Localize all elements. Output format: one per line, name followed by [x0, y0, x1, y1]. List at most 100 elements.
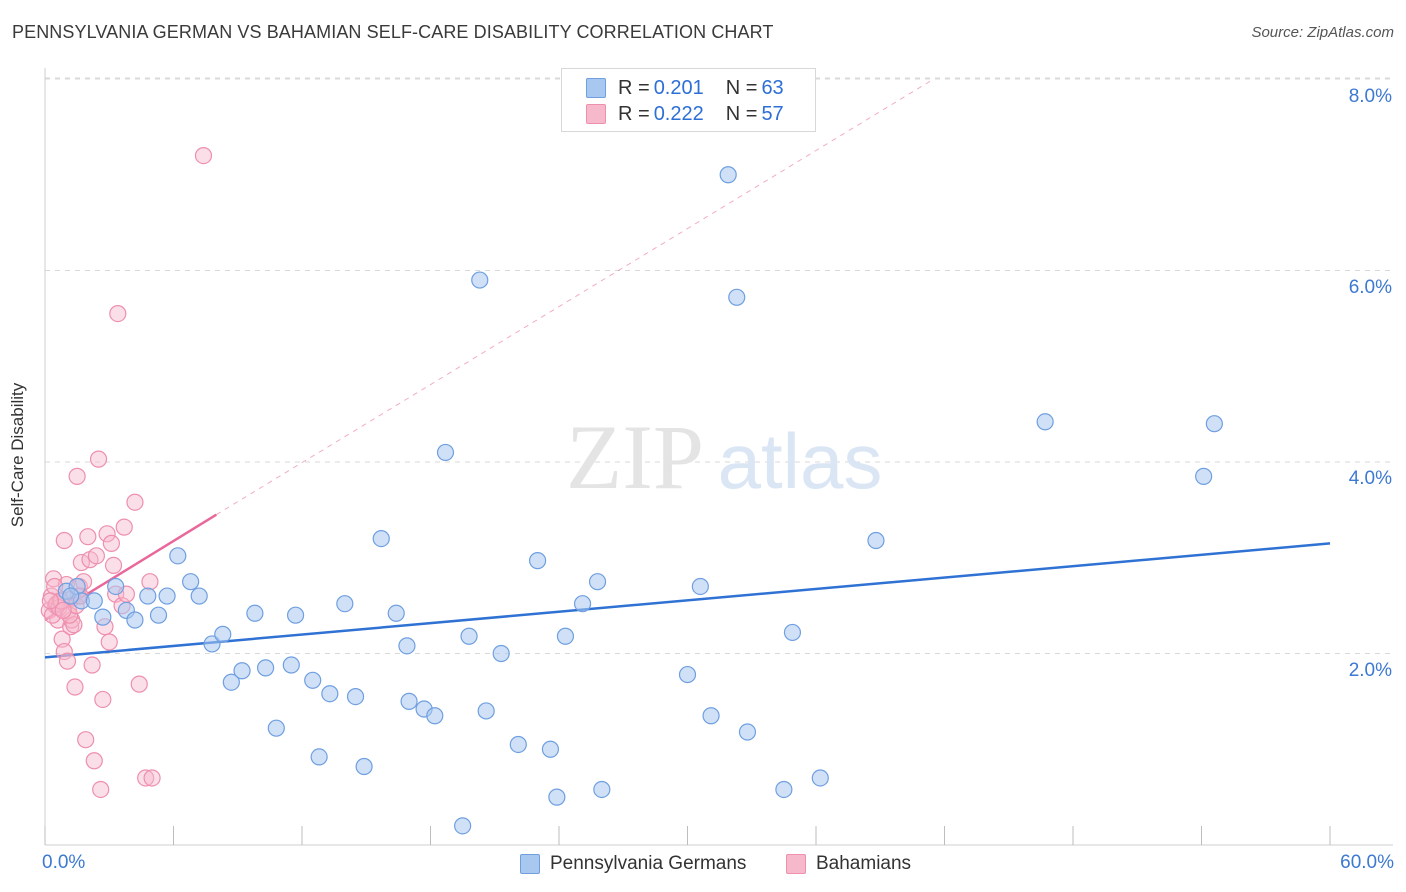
legend-row-bahamians: R = 0.222 N = 57	[586, 102, 784, 126]
pennsylvania-german-point-16	[222, 673, 240, 691]
pennsylvania-german-point-29	[372, 529, 390, 548]
chart-title: PENNSYLVANIA GERMAN VS BAHAMIAN SELF-CAR…	[12, 22, 774, 42]
pennsylvania-german-point-58	[867, 531, 885, 550]
pennsylvania-german-point-49	[678, 665, 697, 684]
pennsylvania-german-point-62	[62, 587, 80, 605]
pennsylvania-german-points	[57, 166, 1223, 835]
pennsylvania-german-trend-line	[44, 542, 1331, 659]
bahamian-point-56	[54, 601, 72, 620]
grid-lines	[45, 77, 1393, 654]
pennsylvania-german-point-36	[454, 817, 472, 835]
pennsylvania-german-point-45	[556, 627, 575, 645]
bahamian-point-54	[41, 592, 59, 610]
pennsylvania-german-point-60	[1195, 467, 1213, 485]
trend-lines	[44, 78, 1331, 659]
pennsylvania-german-point-31	[398, 637, 416, 655]
bottom-legend-pennsylvania-germans: Pennsylvania Germans	[520, 851, 746, 877]
pennsylvania-german-point-52	[719, 166, 737, 184]
bahamian-point-47	[58, 652, 77, 670]
bottom-legend-label: Bahamians	[816, 853, 912, 874]
bahamian-point-37	[130, 675, 148, 693]
pennsylvania-german-point-53	[728, 288, 746, 306]
pennsylvania-german-point-10	[158, 587, 176, 605]
bahamian-point-18	[79, 528, 97, 546]
pennsylvania-german-point-26	[336, 595, 354, 613]
pennsylvania-german-point-35	[436, 443, 455, 462]
pennsylvania-german-point-55	[775, 780, 793, 799]
correlation-legend: R = 0.201 N = 63 R = 0.222 N = 57	[561, 68, 816, 132]
pennsylvania-german-point-50	[691, 577, 709, 596]
pennsylvania-german-point-42	[528, 552, 547, 570]
bottom-legend-bahamians: Bahamians	[786, 851, 911, 877]
legend-n-value: 63	[761, 76, 784, 99]
pennsylvania-german-point-44	[548, 788, 566, 806]
pennsylvania-german-point-30	[387, 604, 405, 622]
bahamian-point-27	[98, 525, 116, 543]
pennsylvania-german-point-34	[426, 707, 444, 725]
pennsylvania-german-point-48	[593, 780, 611, 799]
pennsylvania-german-point-17	[233, 662, 251, 680]
bahamian-point-21	[85, 752, 103, 770]
bahamian-point-6	[53, 630, 71, 648]
pennsylvania-german-point-61	[1205, 415, 1223, 433]
bahamian-point-40	[143, 769, 161, 787]
pennsylvania-german-point-27	[346, 687, 365, 706]
pennsylvania-german-point-37	[460, 627, 478, 645]
bahamian-point-22	[87, 547, 106, 565]
legend-r-label: R =	[618, 102, 650, 125]
bahamian-point-13	[68, 467, 86, 485]
pennsylvania-german-point-18	[246, 604, 264, 622]
pennsylvania-german-point-23	[304, 671, 322, 689]
bottom-legend-swatch-blue	[520, 854, 540, 874]
pennsylvania-german-point-41	[509, 735, 527, 754]
pennsylvania-german-point-13	[190, 587, 208, 605]
pennsylvania-german-point-59	[1036, 413, 1054, 431]
pennsylvania-german-point-40	[492, 644, 510, 663]
y-tick-6: 6.0%	[1348, 277, 1392, 298]
pennsylvania-german-point-14	[203, 635, 221, 653]
pennsylvania-german-point-7	[126, 611, 144, 629]
watermark: ZIP atlas	[566, 406, 882, 508]
pennsylvania-german-point-38	[471, 271, 489, 289]
axes	[44, 68, 1393, 846]
legend-n-label: N =	[725, 76, 758, 99]
bahamian-point-23	[89, 450, 108, 468]
bahamian-point-30	[104, 556, 123, 575]
pennsylvania-german-point-12	[182, 573, 200, 591]
pennsylvania-german-point-15	[214, 625, 232, 643]
pennsylvania-german-point-22	[286, 606, 305, 624]
legend-r-value: 0.222	[653, 102, 704, 125]
x-tick-left: 0.0%	[42, 852, 86, 873]
legend-r-label: R =	[618, 76, 650, 99]
pennsylvania-german-point-54	[738, 723, 757, 741]
legend-swatch-pink	[586, 104, 606, 124]
pennsylvania-german-point-3	[85, 592, 103, 610]
bahamian-point-24	[92, 780, 110, 799]
y-tick-2: 2.0%	[1348, 660, 1392, 681]
bahamian-point-20	[83, 656, 101, 674]
legend-n-label: N =	[725, 102, 758, 125]
pennsylvania-german-point-46	[573, 595, 592, 613]
bahamian-point-41	[194, 147, 213, 165]
bahamian-point-38	[137, 769, 155, 787]
bahamian-point-7	[55, 642, 73, 661]
pennsylvania-german-point-43	[541, 740, 560, 758]
bahamian-point-32	[109, 304, 127, 323]
pennsylvania-german-point-47	[588, 573, 607, 591]
bahamian-point-34	[115, 518, 133, 536]
y-tick-4: 4.0%	[1348, 468, 1392, 489]
bahamian-point-17	[77, 731, 95, 749]
bahamian-point-25	[94, 690, 112, 709]
bahamian-point-36	[126, 493, 144, 511]
pennsylvania-german-point-5	[107, 577, 125, 596]
y-tick-8: 8.0%	[1348, 86, 1392, 107]
pennsylvania-german-point-11	[169, 547, 187, 565]
x-tick-right: 60.0%	[1340, 852, 1394, 873]
legend-r-value: 0.201	[653, 76, 704, 99]
bahamian-point-29	[102, 534, 120, 552]
watermark-atlas: atlas	[718, 417, 883, 505]
pennsylvania-german-point-8	[139, 587, 157, 605]
legend-n-value: 57	[761, 102, 784, 125]
bahamian-point-42	[55, 531, 73, 550]
